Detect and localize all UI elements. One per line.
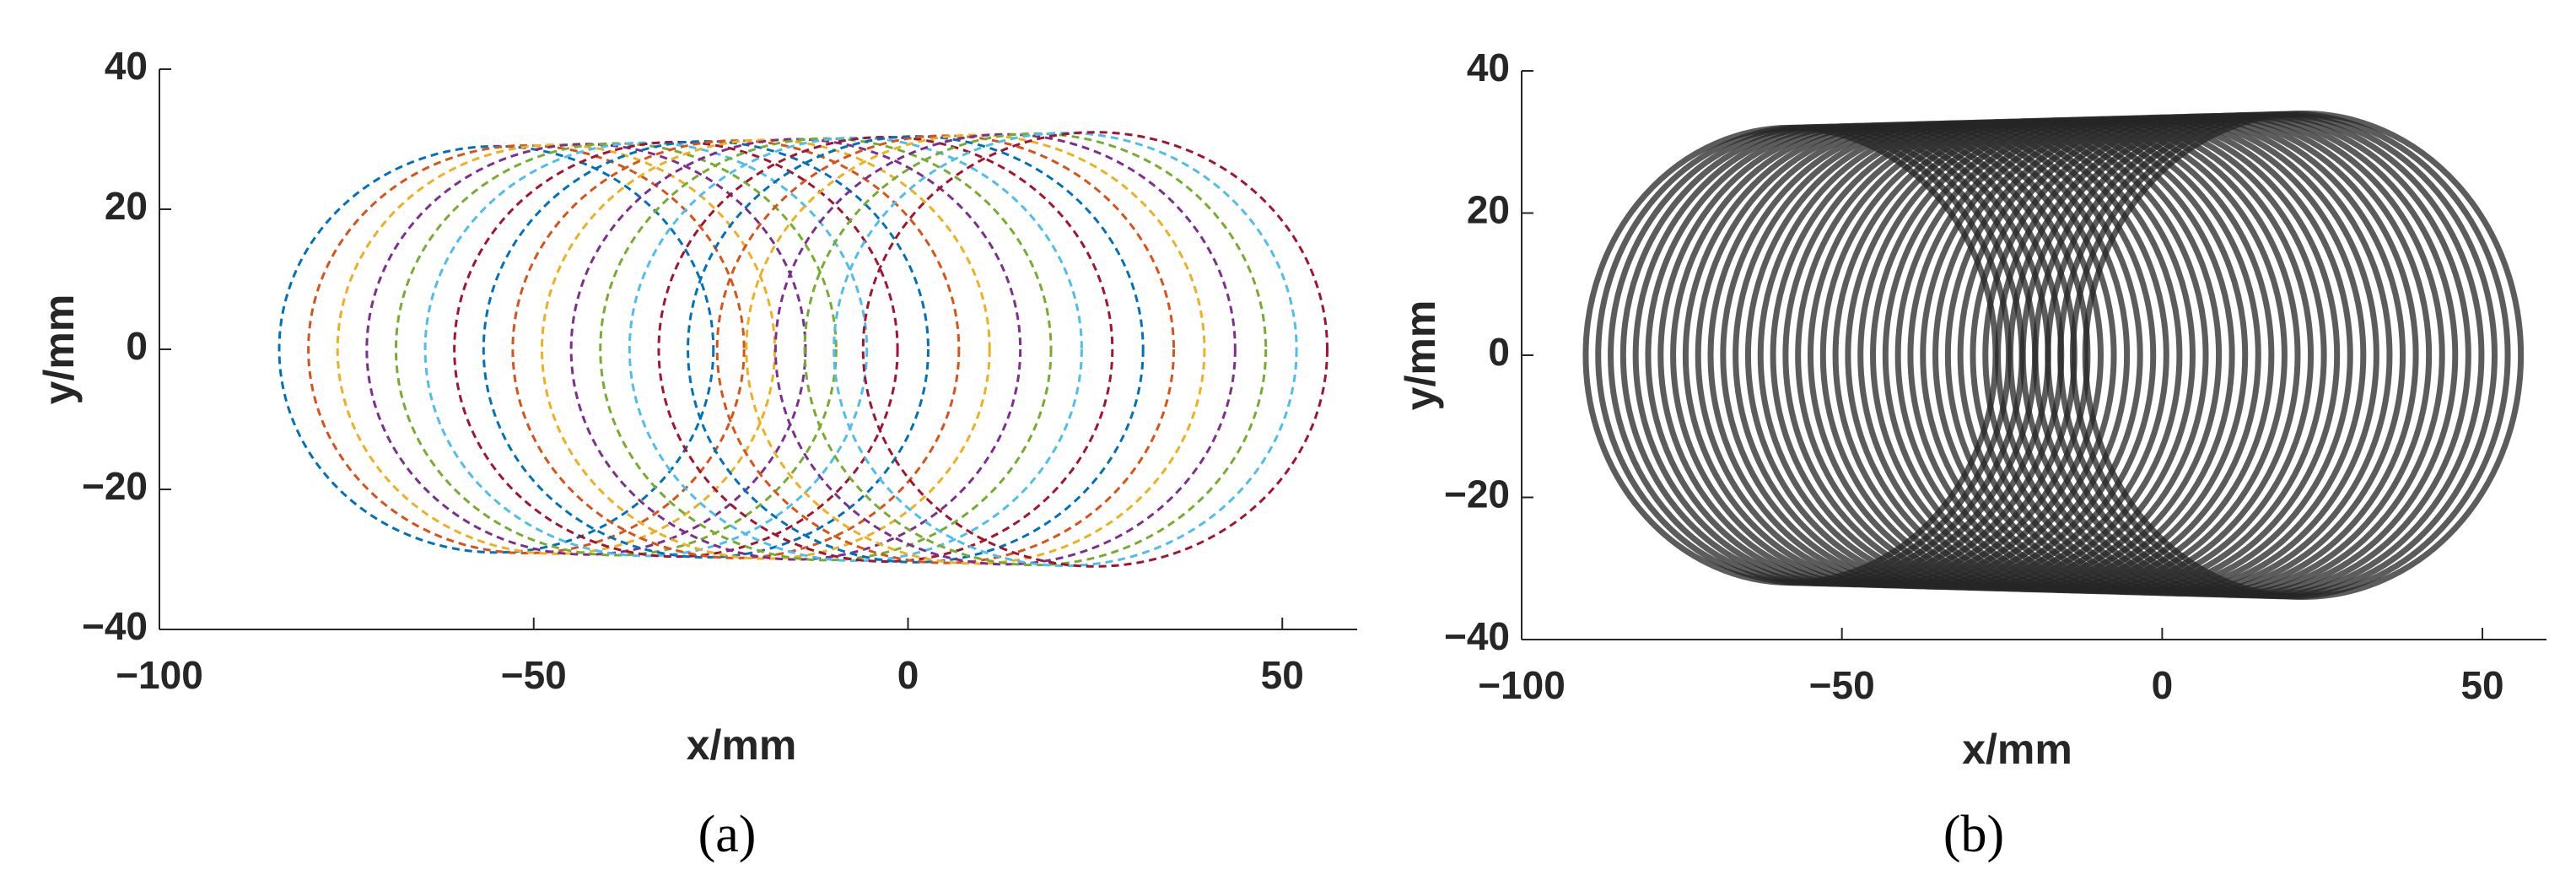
y-tick-label: 0: [1488, 330, 1510, 374]
y-tick-label: 20: [1467, 188, 1510, 232]
trajectory: [833, 132, 1298, 567]
x-tick-label: −100: [1478, 663, 1566, 707]
trajectory: [365, 143, 807, 556]
trajectory: [599, 137, 1053, 562]
x-tick-label: −50: [1809, 663, 1875, 707]
trajectory: [541, 138, 991, 560]
x-axis-label: x/mm: [687, 721, 797, 769]
y-tick-label: 40: [1467, 46, 1510, 89]
trajectory: [803, 132, 1268, 567]
trajectory: [657, 136, 1114, 563]
trajectory: [2082, 111, 2525, 600]
panel-caption: (a): [698, 806, 757, 863]
y-tick-label: 40: [105, 44, 148, 88]
trajectory: [278, 144, 715, 554]
y-tick-label: −40: [82, 604, 148, 648]
x-tick-label: 0: [897, 653, 919, 697]
panel-caption: (b): [1943, 806, 2004, 863]
trajectory: [453, 140, 899, 559]
x-tick-label: −100: [116, 653, 203, 697]
y-tick-label: 0: [126, 324, 148, 368]
trajectory: [745, 133, 1206, 565]
trajectory: [394, 142, 838, 557]
trajectory: [715, 134, 1176, 564]
x-axis-label: x/mm: [1962, 726, 2072, 773]
trajectory: [511, 139, 961, 559]
trajectory: [687, 135, 1145, 564]
trajectory: [628, 136, 1083, 563]
trajectory: [773, 132, 1237, 566]
y-tick-label: −20: [1444, 472, 1510, 516]
trajectory: [482, 139, 930, 559]
x-tick-label: −50: [501, 653, 567, 697]
y-axis-label: y/mm: [1397, 300, 1444, 411]
y-tick-label: −20: [82, 464, 148, 508]
trajectory: [423, 141, 869, 558]
x-tick-label: 50: [1261, 653, 1304, 697]
x-tick-label: 50: [2460, 663, 2503, 707]
trajectory: [861, 131, 1328, 568]
plot-area: [1582, 111, 2525, 600]
y-axis-label: y/mm: [35, 294, 83, 405]
x-tick-label: 0: [2152, 663, 2174, 707]
trajectory: [336, 143, 777, 555]
trajectory: [307, 143, 746, 555]
trajectory: [569, 138, 1022, 561]
plot-area: [278, 131, 1328, 568]
y-tick-label: 20: [105, 184, 148, 228]
y-tick-label: −40: [1444, 614, 1510, 658]
